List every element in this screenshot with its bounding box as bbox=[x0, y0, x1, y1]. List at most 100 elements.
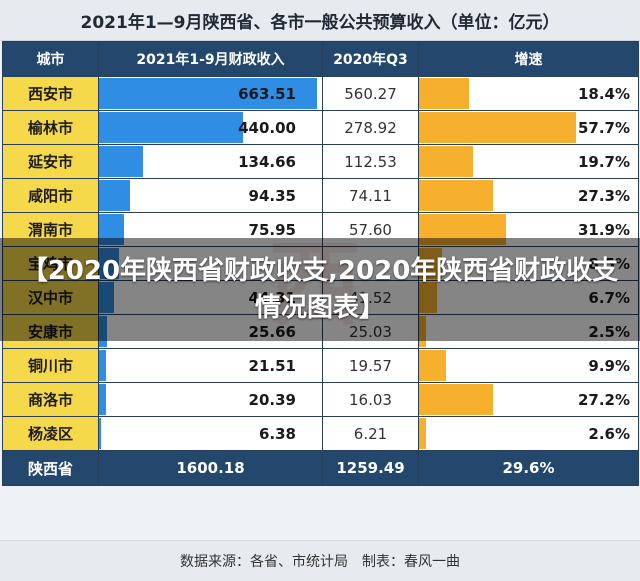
revenue-value-label: 44.31 bbox=[248, 288, 296, 307]
growth-bar bbox=[419, 180, 493, 211]
column-header-revenue: 2021年1-9月财政收入 bbox=[98, 41, 323, 77]
revenue-cell: 20.39 bbox=[98, 382, 323, 417]
q3-2020-value: 74.11 bbox=[322, 178, 419, 213]
table-row: 渭南市 75.95 57.60 31.9% bbox=[2, 212, 639, 247]
revenue-cell: 25.66 bbox=[98, 314, 323, 349]
growth-value-label: 27.3% bbox=[577, 186, 630, 205]
growth-value-label: 9.9% bbox=[588, 356, 630, 375]
table-row: 咸阳市 94.35 74.11 27.3% bbox=[2, 178, 639, 213]
total-q3-2020: 1259.49 bbox=[322, 450, 419, 486]
total-revenue: 1600.18 bbox=[98, 450, 323, 486]
overlay-caption: 【2020年陕西省财政收支,2020年陕西省财政收支情况图表】 bbox=[21, 256, 619, 323]
growth-bar bbox=[419, 112, 576, 143]
city-label: 渭南市 bbox=[2, 212, 99, 247]
growth-value-label: 31.9% bbox=[577, 220, 630, 239]
revenue-bar bbox=[99, 248, 119, 279]
revenue-cell: 663.51 bbox=[98, 76, 323, 111]
growth-cell: 57.7% bbox=[418, 110, 639, 145]
q3-2020-value: 57.60 bbox=[322, 212, 419, 247]
table-row: 西安市 663.51 560.27 18.4% bbox=[2, 76, 639, 111]
growth-cell: 27.2% bbox=[418, 382, 639, 417]
q3-2020-value: 278.92 bbox=[322, 110, 419, 145]
revenue-bar bbox=[99, 282, 114, 313]
city-label: 杨凌区 bbox=[2, 416, 99, 451]
city-label: 铜川市 bbox=[2, 348, 99, 383]
revenue-value-label: 440.00 bbox=[238, 118, 296, 137]
q3-2020-value bbox=[322, 246, 419, 281]
revenue-cell: 134.66 bbox=[98, 144, 323, 179]
revenue-bar bbox=[99, 350, 106, 381]
revenue-value-label: 6.38 bbox=[258, 424, 296, 443]
revenue-value-label: 94.35 bbox=[248, 186, 296, 205]
city-label: 延安市 bbox=[2, 144, 99, 179]
growth-cell: 9.9% bbox=[418, 348, 639, 383]
table-row: 商洛市 20.39 16.03 27.2% bbox=[2, 382, 639, 417]
growth-value-label: 2.5% bbox=[588, 322, 630, 341]
revenue-bar bbox=[99, 384, 106, 415]
table-row: 杨凌区 6.38 6.21 2.6% bbox=[2, 416, 639, 451]
growth-bar bbox=[419, 316, 426, 347]
total-row: 陕西省 1600.18 1259.49 29.6% bbox=[2, 450, 639, 486]
q3-2020-value: 6.21 bbox=[322, 416, 419, 451]
q3-2020-value: 560.27 bbox=[322, 76, 419, 111]
city-label: 咸阳市 bbox=[2, 178, 99, 213]
city-label: 西安市 bbox=[2, 76, 99, 111]
growth-bar bbox=[419, 214, 506, 245]
overlay-caption-banner: 【2020年陕西省财政收支,2020年陕西省财政收支情况图表】 bbox=[0, 238, 640, 341]
revenue-bar bbox=[99, 316, 107, 347]
revenue-value-label: 25.66 bbox=[248, 322, 296, 341]
column-header-growth: 增速 bbox=[418, 41, 639, 77]
revenue-cell: 94.35 bbox=[98, 178, 323, 213]
revenue-value-label: 21.51 bbox=[248, 356, 296, 375]
growth-bar bbox=[419, 282, 437, 313]
q3-2020-value: 16.03 bbox=[322, 382, 419, 417]
city-label: 安康市 bbox=[2, 314, 99, 349]
source-footer: 数据来源：各省、市统计局 制表：春风一曲 bbox=[0, 540, 640, 581]
growth-value-label: 19.7% bbox=[577, 152, 630, 171]
revenue-bar bbox=[99, 214, 124, 245]
revenue-cell: 44.31 bbox=[98, 280, 323, 315]
revenue-bar bbox=[99, 78, 317, 109]
revenue-bar bbox=[99, 180, 130, 211]
column-header-q3-2020: 2020年Q3 bbox=[322, 41, 419, 77]
growth-value-label: 57.7% bbox=[577, 118, 630, 137]
revenue-bar bbox=[99, 418, 101, 449]
growth-cell: 19.7% bbox=[418, 144, 639, 179]
q3-2020-value: 112.53 bbox=[322, 144, 419, 179]
growth-bar bbox=[419, 418, 426, 449]
revenue-table: 城市 2021年1-9月财政收入 2020年Q3 增速 西安市 663.51 560… bbox=[2, 41, 639, 486]
growth-cell: 27.3% bbox=[418, 178, 639, 213]
growth-bar bbox=[419, 350, 446, 381]
table-row: 榆林市 440.00 278.92 57.7% bbox=[2, 110, 639, 145]
revenue-cell bbox=[98, 246, 323, 281]
revenue-bar bbox=[99, 112, 243, 143]
growth-bar bbox=[419, 78, 469, 109]
revenue-cell: 440.00 bbox=[98, 110, 323, 145]
q3-2020-value: 25.03 bbox=[322, 314, 419, 349]
growth-value-label: 18.4% bbox=[577, 84, 630, 103]
city-label: 汉中市 bbox=[2, 280, 99, 315]
revenue-value-label: 20.39 bbox=[248, 390, 296, 409]
revenue-cell: 21.51 bbox=[98, 348, 323, 383]
growth-value-label: 2.6% bbox=[588, 424, 630, 443]
city-label: 商洛市 bbox=[2, 382, 99, 417]
table-row: 汉中市 44.31 41.52 6.7% bbox=[2, 280, 639, 315]
revenue-value-label: 75.95 bbox=[248, 220, 296, 239]
revenue-value-label: 663.51 bbox=[238, 84, 296, 103]
table-row: 宝鸡市 8.5% bbox=[2, 246, 639, 281]
header-row: 城市 2021年1-9月财政收入 2020年Q3 增速 bbox=[2, 41, 639, 77]
revenue-value-label: 134.66 bbox=[238, 152, 296, 171]
table-body: 西安市 663.51 560.27 18.4% 榆林市 440.00 278.92 57.7%… bbox=[2, 76, 639, 451]
growth-cell: 2.6% bbox=[418, 416, 639, 451]
q3-2020-value: 19.57 bbox=[322, 348, 419, 383]
city-label: 榆林市 bbox=[2, 110, 99, 145]
growth-value-label: 6.7% bbox=[588, 288, 630, 307]
growth-cell: 31.9% bbox=[418, 212, 639, 247]
growth-cell: 8.5% bbox=[418, 246, 639, 281]
revenue-cell: 6.38 bbox=[98, 416, 323, 451]
growth-value-label: 8.5% bbox=[588, 254, 630, 273]
total-city: 陕西省 bbox=[2, 450, 99, 486]
column-header-city: 城市 bbox=[2, 41, 99, 77]
growth-bar bbox=[419, 248, 442, 279]
total-growth: 29.6% bbox=[418, 450, 639, 486]
